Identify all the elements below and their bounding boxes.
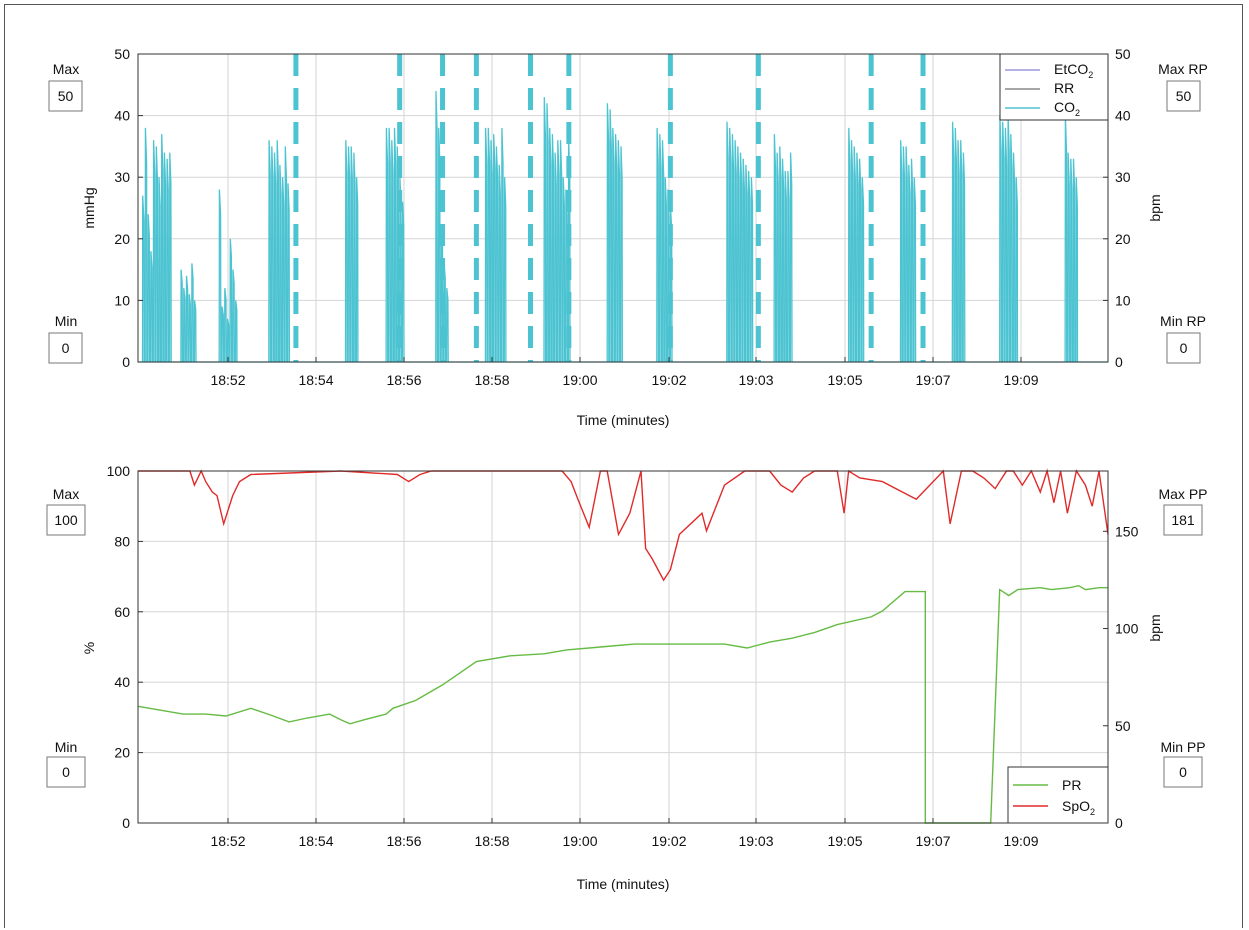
oximetry-plot-frame: [137, 470, 1109, 824]
max-rp-box: [1166, 80, 1201, 112]
oximetry-x-tick-label: 19:07: [915, 833, 950, 849]
figure-frame: [4, 4, 1243, 928]
pr-line: [137, 584, 1108, 824]
oximetry-x-tick-label: 19:02: [651, 833, 686, 849]
legend-label-rr: RR: [1054, 80, 1074, 96]
min-pp-box: [1163, 756, 1203, 788]
max-left-label-2: Max: [53, 486, 79, 502]
min-left-value: 0: [62, 340, 70, 356]
max-left-value-2: 100: [54, 512, 78, 528]
capnography-x-label: Time (minutes): [577, 412, 670, 428]
capnography-y-label: mmHg: [81, 187, 97, 228]
capnography-x-tick-label: 19:00: [562, 372, 597, 388]
oximetry-y-right-tick-label: 150: [1115, 523, 1139, 539]
legend-box-2: [1007, 766, 1109, 824]
capnography-plot-frame: [137, 53, 1109, 363]
max-rp-label: Max RP: [1158, 61, 1208, 77]
capnography-y-right-tick-label: 40: [1115, 108, 1131, 124]
oximetry-x-tick-label: 19:03: [738, 833, 773, 849]
oximetry-y-right-tick-label: 100: [1115, 621, 1139, 637]
capnography-y-right-tick-label: 50: [1115, 46, 1131, 62]
capnography-y-tick-label: 40: [114, 108, 130, 124]
oximetry-y-tick-label: 80: [114, 533, 130, 549]
min-rp-box: [1166, 332, 1201, 364]
oximetry-y-right-tick-label: 50: [1115, 718, 1131, 734]
oximetry-x-tick-label: 18:52: [210, 833, 245, 849]
max-pp-value: 181: [1171, 512, 1195, 528]
min-left-value-2: 0: [62, 764, 70, 780]
min-left-label: Min: [55, 313, 78, 329]
spo2-line: [138, 468, 1109, 582]
legend-label-etco2: EtCO2: [1054, 61, 1093, 80]
oximetry-y-tick-label: 0: [122, 815, 130, 831]
oximetry-y-tick-label: 40: [114, 674, 130, 690]
oximetry-y-right-tick-label: 0: [1115, 815, 1123, 831]
oximetry-y-tick-label: 20: [114, 745, 130, 761]
min-rp-value: 0: [1180, 340, 1188, 356]
legend-label-pr: PR: [1062, 777, 1081, 793]
oximetry-x-label: Time (minutes): [577, 876, 670, 892]
capnography-legend: EtCO2 RR CO2: [999, 53, 1109, 121]
oximetry-x-tick-label: 18:54: [298, 833, 333, 849]
max-rp-value: 50: [1176, 88, 1192, 104]
capnography-y-right-tick-label: 10: [1115, 292, 1131, 308]
min-left-label-2: Min: [55, 739, 78, 755]
legend-box: [999, 53, 1109, 121]
min-left-box-2: [46, 756, 86, 788]
max-left-box: [48, 80, 83, 112]
capnography-y-label-right: bpm: [1147, 194, 1163, 221]
min-pp-value: 0: [1179, 764, 1187, 780]
capnography-panel: 18:52 18:54 18:56 18:58 19:00 19:02 19:03 19:05…: [48, 46, 1208, 428]
capnography-y-tick-label: 10: [114, 292, 130, 308]
capnography-y-tick-label: 30: [114, 169, 130, 185]
oximetry-x-tick-label: 19:05: [827, 833, 862, 849]
oximetry-y-tick-label: 60: [114, 604, 130, 620]
min-rp-label: Min RP: [1160, 313, 1206, 329]
capnography-x-tick-label: 19:09: [1003, 372, 1038, 388]
max-pp-box: [1163, 504, 1203, 536]
oximetry-x-tick-label: 18:58: [474, 833, 509, 849]
max-pp-label: Max PP: [1158, 486, 1207, 502]
oximetry-ticks: 18:52 18:54 18:56 18:58 19:00 19:02 19:03 19:05…: [107, 463, 1139, 849]
capnography-ticks: 18:52 18:54 18:56 18:58 19:00 19:02 19:03 19:05…: [114, 46, 1130, 388]
co2-series: [138, 54, 1108, 363]
oximetry-legend: PR SpO2: [1007, 766, 1109, 824]
capnography-x-tick-label: 18:58: [474, 372, 509, 388]
oximetry-x-tick-label: 18:56: [386, 833, 421, 849]
oximetry-y-tick-label: 100: [107, 463, 131, 479]
min-left-box: [48, 332, 83, 364]
oximetry-grid: [138, 471, 1108, 823]
capnography-x-tick-label: 19:05: [827, 372, 862, 388]
oximetry-y-label: %: [81, 642, 97, 654]
oximetry-x-tick-label: 19:00: [562, 833, 597, 849]
capnography-x-tick-label: 19:02: [651, 372, 686, 388]
capnography-y-tick-label: 50: [114, 46, 130, 62]
max-left-label: Max: [53, 61, 79, 77]
legend-label-spo2: SpO2: [1062, 798, 1095, 817]
capnography-x-tick-label: 18:52: [210, 372, 245, 388]
capnography-y-tick-label: 20: [114, 231, 130, 247]
capnography-y-right-tick-label: 0: [1115, 354, 1123, 370]
capnography-y-right-tick-label: 20: [1115, 231, 1131, 247]
capnography-y-tick-label: 0: [122, 354, 130, 370]
capnography-x-tick-label: 19:03: [738, 372, 773, 388]
co2-line: [138, 90, 1108, 363]
capnography-y-right-tick-label: 30: [1115, 169, 1131, 185]
capnography-x-tick-label: 19:07: [915, 372, 950, 388]
oximetry-y-label-right: bpm: [1147, 614, 1163, 641]
oximetry-series: [137, 468, 1109, 824]
min-pp-label: Min PP: [1160, 739, 1205, 755]
max-left-box-2: [46, 504, 86, 536]
max-left-value: 50: [58, 88, 74, 104]
oximetry-x-tick-label: 19:09: [1003, 833, 1038, 849]
legend-label-co2: CO2: [1054, 99, 1080, 118]
oximetry-panel: 18:52 18:54 18:56 18:58 19:00 19:02 19:03 19:05…: [46, 463, 1208, 892]
capnography-x-tick-label: 18:54: [298, 372, 333, 388]
capnography-x-tick-label: 18:56: [386, 372, 421, 388]
